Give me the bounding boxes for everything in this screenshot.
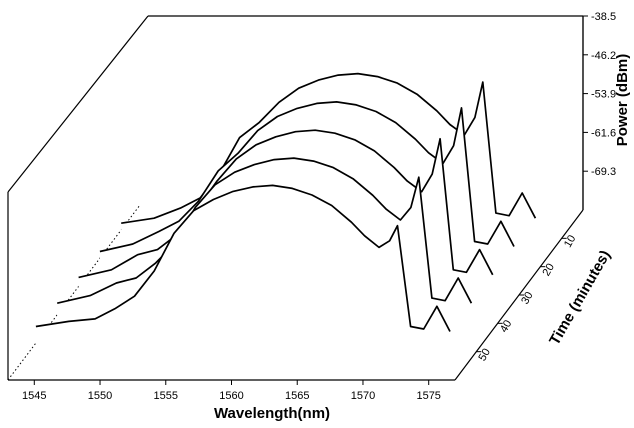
frame-left-diagonal <box>7 15 149 193</box>
y-tick-label: -38.5 <box>591 11 616 23</box>
power-ticks: -38.5 -46.2 -53.9 -61.6 -69.3 <box>583 11 616 178</box>
z-axis-title: Time (minutes) <box>546 247 614 348</box>
trace-t50 <box>35 184 451 332</box>
x-tick-label: 1545 <box>22 390 46 402</box>
x-axis-title: Wavelength(nm) <box>214 405 330 422</box>
trace-t20 <box>99 101 515 253</box>
y-tick-label: -46.2 <box>591 50 616 62</box>
baseline-diagonal-dotted <box>7 204 141 381</box>
y-tick-label: -61.6 <box>591 127 616 139</box>
x-tick-label: 1565 <box>285 390 309 402</box>
y-tick-label: -53.9 <box>591 89 616 101</box>
z-tick-label: 50 <box>477 347 494 364</box>
x-tick-label: 1575 <box>416 390 440 402</box>
z-tick-label: 40 <box>498 318 515 335</box>
x-tick-label: 1570 <box>351 390 375 402</box>
z-tick-label: 10 <box>562 233 579 250</box>
x-tick-label: 1550 <box>88 390 112 402</box>
z-tick-label: 20 <box>541 262 558 279</box>
trace-t40 <box>57 157 473 305</box>
wavelength-ticks: 1545 1550 1555 1560 1565 1570 1575 <box>22 380 441 402</box>
z-tick-label: 30 <box>519 290 536 307</box>
y-tick-label: -69.3 <box>591 166 616 178</box>
x-tick-label: 1560 <box>219 390 243 402</box>
spectrum-traces <box>35 72 537 352</box>
y-axis-title: Power (dBm) <box>614 54 631 147</box>
trace-fill-t50 <box>35 185 451 352</box>
x-tick-label: 1555 <box>154 390 178 402</box>
